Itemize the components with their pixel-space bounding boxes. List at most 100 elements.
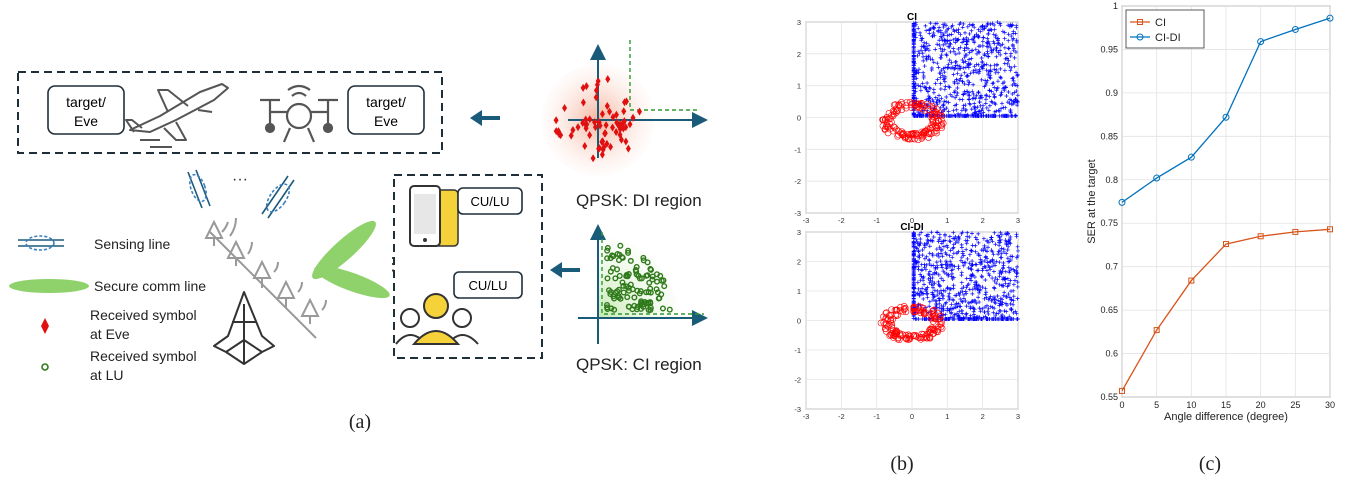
blue-plus-point xyxy=(921,278,926,283)
blue-plus-point xyxy=(936,251,941,256)
blue-plus-point xyxy=(968,306,973,311)
eve-symbol-marker xyxy=(568,131,574,140)
blue-plus-point xyxy=(951,230,956,235)
blue-plus-point xyxy=(954,238,959,243)
x-tick-label: 2 xyxy=(981,216,985,225)
antenna-array-icon xyxy=(204,217,327,339)
blue-plus-point xyxy=(936,272,941,277)
blue-plus-point xyxy=(937,301,942,306)
blue-plus-point xyxy=(973,96,978,101)
blue-plus-point xyxy=(963,108,968,113)
blue-plus-point xyxy=(966,82,971,87)
blue-plus-point xyxy=(985,245,990,250)
blue-plus-point xyxy=(947,253,952,258)
blue-plus-point xyxy=(945,263,950,268)
blue-plus-point xyxy=(1007,270,1012,275)
blue-plus-point xyxy=(955,311,960,316)
blue-plus-point xyxy=(996,240,1001,245)
blue-plus-point xyxy=(1010,23,1015,28)
blue-plus-point xyxy=(947,32,952,37)
eve-symbol-marker xyxy=(583,82,589,91)
blue-plus-point xyxy=(1002,30,1007,35)
blue-plus-point xyxy=(911,75,916,80)
blue-plus-point xyxy=(939,251,944,256)
lu-symbol-marker xyxy=(624,294,631,301)
blue-plus-point xyxy=(989,235,994,240)
blue-plus-point xyxy=(924,87,929,92)
blue-plus-point xyxy=(954,77,959,82)
red-circle-point xyxy=(918,333,925,341)
blue-plus-point xyxy=(993,275,998,280)
drone-icon xyxy=(260,84,338,143)
blue-plus-point xyxy=(1015,83,1020,88)
blue-plus-point xyxy=(919,36,924,41)
blue-plus-point xyxy=(974,282,979,287)
eve-symbol-marker xyxy=(582,141,588,150)
blue-plus-point xyxy=(925,237,930,242)
red-circle-point xyxy=(892,311,900,318)
blue-plus-point xyxy=(985,21,990,26)
blue-plus-point xyxy=(932,281,937,286)
lu-symbol-marker xyxy=(617,242,624,249)
blue-plus-point xyxy=(978,93,983,98)
blue-plus-point xyxy=(923,23,928,28)
blue-plus-point xyxy=(921,58,926,63)
blue-plus-point xyxy=(968,266,973,271)
red-circle-point xyxy=(891,330,898,337)
blue-plus-point xyxy=(973,286,978,291)
blue-plus-point xyxy=(992,285,997,290)
blue-plus-point xyxy=(967,57,972,62)
blue-plus-point xyxy=(991,92,996,97)
blue-plus-point xyxy=(961,103,966,108)
blue-plus-point xyxy=(911,240,916,245)
y-tick-label: 0.75 xyxy=(1100,218,1118,228)
blue-plus-point xyxy=(962,81,967,86)
blue-plus-point xyxy=(998,52,1003,57)
blue-plus-point xyxy=(970,243,975,248)
blue-plus-point xyxy=(990,239,995,244)
blue-plus-point xyxy=(997,21,1002,26)
legend-eve-icon xyxy=(41,318,49,334)
blue-plus-point xyxy=(911,244,916,249)
lu-symbol-marker xyxy=(637,288,644,295)
blue-plus-point xyxy=(978,111,983,116)
blue-plus-point xyxy=(976,33,981,38)
blue-plus-point xyxy=(970,291,975,296)
eve-symbol-marker xyxy=(620,124,626,133)
x-tick-label: 0 xyxy=(910,216,914,225)
blue-plus-point xyxy=(936,29,941,34)
legend-box xyxy=(1125,9,1205,49)
blue-plus-point xyxy=(939,241,944,246)
blue-plus-point xyxy=(914,76,919,81)
base-station-icon xyxy=(213,291,275,365)
lu-symbol-marker xyxy=(660,277,667,284)
red-circle-point xyxy=(894,132,902,140)
blue-plus-point xyxy=(948,248,953,253)
eve-symbol-marker xyxy=(556,130,562,139)
lu-symbol-marker xyxy=(619,279,626,286)
blue-plus-point xyxy=(967,261,972,266)
blue-plus-point xyxy=(987,273,992,278)
red-circle-point xyxy=(929,116,936,124)
y-tick-label: 1 xyxy=(797,82,801,91)
blue-plus-point xyxy=(1014,70,1019,75)
blue-plus-point xyxy=(922,64,927,69)
blue-plus-point xyxy=(956,46,961,51)
red-circle-point xyxy=(888,329,896,337)
blue-plus-point xyxy=(940,73,945,78)
blue-plus-point xyxy=(1006,244,1011,249)
blue-plus-point xyxy=(999,232,1004,237)
red-circle-point xyxy=(883,118,891,126)
blue-plus-point xyxy=(943,38,948,43)
lu-symbol-marker xyxy=(658,291,665,298)
blue-plus-point xyxy=(947,297,952,302)
blue-plus-point xyxy=(931,60,936,65)
blue-plus-point xyxy=(976,90,981,95)
blue-plus-point xyxy=(1006,90,1011,95)
di-region-plot xyxy=(542,40,708,176)
red-circle-point xyxy=(887,311,894,319)
blue-plus-point xyxy=(976,27,981,32)
blue-plus-point xyxy=(987,259,992,264)
red-circle-point xyxy=(914,136,922,144)
blue-plus-point xyxy=(965,112,970,117)
